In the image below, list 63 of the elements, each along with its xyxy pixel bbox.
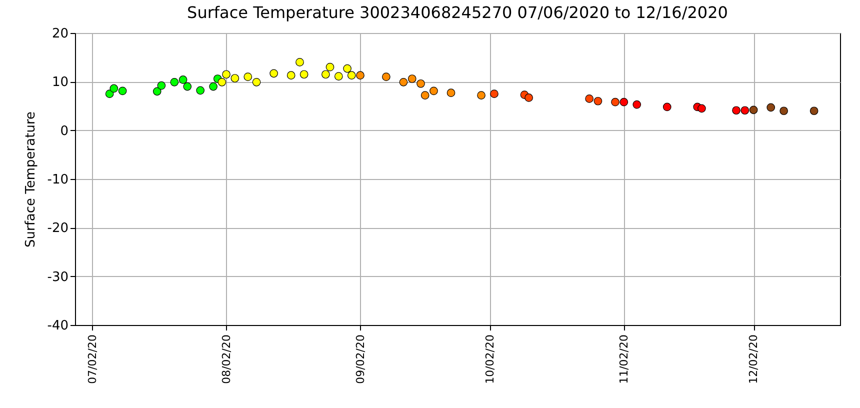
point [766, 103, 776, 112]
point [170, 78, 179, 86]
chart-title: Surface Temperature 300234068245270 07/06/2020 to 12/16/2020 [187, 3, 728, 22]
point [585, 94, 594, 103]
point [230, 74, 240, 82]
x-tick-label: 09/02/20 [354, 334, 367, 384]
point [343, 64, 352, 73]
y-tick-label: 20 [52, 26, 68, 42]
point [477, 91, 486, 100]
point [611, 98, 620, 106]
x-tick-label: 12/02/20 [747, 334, 760, 384]
point [270, 69, 278, 78]
x-tick-label: 11/02/20 [617, 334, 630, 384]
point [296, 58, 304, 66]
y-tick-label: -10 [47, 172, 68, 188]
point [252, 78, 261, 86]
x-tick-label: 10/02/20 [483, 334, 496, 384]
point [178, 76, 188, 84]
y-axis-title: Surface Temperature [23, 111, 38, 248]
point [408, 74, 416, 83]
x-tick-label: 08/02/20 [220, 334, 233, 384]
point [300, 70, 308, 79]
point [420, 91, 430, 100]
point [347, 71, 356, 80]
point [810, 106, 818, 116]
point [322, 70, 330, 79]
point [326, 62, 334, 72]
point [749, 106, 758, 114]
x-tick-label: 07/02/20 [86, 334, 99, 384]
point [152, 87, 162, 96]
point [430, 86, 438, 96]
point [183, 82, 192, 91]
point [446, 88, 456, 98]
point [698, 104, 706, 113]
y-tick-label: -30 [47, 270, 68, 285]
point [218, 78, 226, 86]
point [157, 81, 166, 90]
point [662, 102, 672, 112]
point [594, 96, 602, 106]
point [632, 100, 642, 109]
y-tick-label: 0 [60, 124, 68, 139]
point [620, 98, 628, 106]
point [732, 106, 740, 115]
point [356, 71, 364, 80]
point [490, 90, 498, 98]
point [244, 72, 252, 81]
point [524, 94, 533, 102]
point [382, 72, 390, 81]
point [780, 106, 788, 116]
point [399, 78, 408, 86]
point [196, 86, 205, 95]
point [110, 84, 118, 93]
point [286, 71, 296, 80]
point [105, 90, 114, 98]
point [118, 86, 127, 96]
y-tick-label: 10 [52, 75, 68, 90]
y-tick-label: -20 [47, 221, 68, 236]
point [209, 82, 218, 91]
point [740, 106, 750, 115]
point [222, 70, 230, 79]
point [334, 72, 343, 80]
point [416, 79, 425, 88]
y-tick-label: -40 [47, 318, 68, 334]
